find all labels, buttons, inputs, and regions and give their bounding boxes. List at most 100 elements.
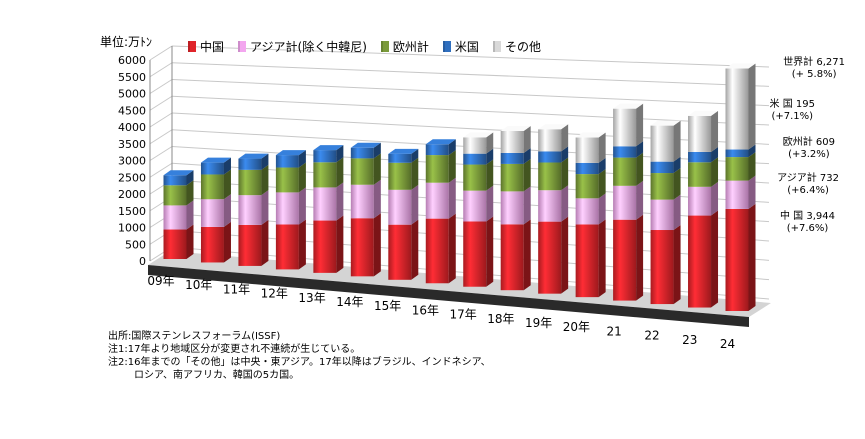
bar-segment-side — [261, 164, 269, 196]
annotation-asia-label: アジア計 732 — [777, 173, 839, 184]
bar-segment — [238, 195, 262, 225]
bar-segment-side — [336, 157, 344, 188]
y-tick-label: 6000 — [118, 54, 146, 67]
note-1: 注1:17年より地域区分が変更され不連続が生じている。 — [108, 344, 361, 355]
legend-label-other: その他 — [504, 40, 541, 54]
gridline — [171, 45, 770, 68]
bar-segment-side — [673, 156, 681, 174]
legend-item-europe: 欧州計 — [380, 38, 429, 55]
bar-segment-side — [523, 147, 531, 164]
legend-label-europe: 欧州計 — [392, 40, 429, 54]
bar-segment-side — [223, 221, 231, 263]
bar-segment-side — [448, 213, 456, 284]
y-tick-label: 4500 — [118, 104, 146, 117]
y-tick-label: 5000 — [118, 88, 146, 101]
bar-segment — [688, 186, 712, 216]
bar-segment-side — [598, 219, 606, 298]
note-2b: ロシア、南アフリカ、韓国の5カ国。 — [134, 370, 300, 381]
y-tick-label: 500 — [125, 238, 146, 251]
bar-segment-side — [711, 181, 719, 216]
annotation-us-change: (+7.1%) — [771, 111, 814, 122]
bar-top — [650, 120, 681, 126]
bar-segment — [575, 174, 599, 199]
bar-segment — [500, 130, 524, 153]
bar-segment — [463, 221, 487, 287]
annotation-asia-change: (+6.4%) — [787, 185, 829, 196]
bar-segment-side — [373, 153, 381, 185]
bar-segment-side — [711, 157, 719, 187]
bar-segment-side — [298, 162, 306, 193]
bar-segment — [388, 153, 412, 163]
y-tick-label: 1000 — [118, 222, 146, 235]
bar-segment — [575, 137, 599, 163]
bar-segment-side — [598, 132, 606, 163]
bar-segment-side — [636, 152, 644, 186]
bar-segment-side — [186, 170, 194, 186]
bar-top — [463, 132, 494, 138]
legend-swatch-asia — [238, 41, 247, 52]
gridline-side — [149, 129, 173, 145]
bar-segment-side — [636, 214, 644, 301]
bar-segment — [313, 187, 337, 221]
bar-segment-side — [711, 146, 719, 163]
bar-segment — [725, 68, 749, 150]
bar-segment-side — [711, 210, 719, 308]
bar-top — [613, 103, 644, 109]
bar-segment-side — [261, 219, 269, 266]
bar-segment-side — [411, 184, 419, 225]
x-tick-label: 20年 — [563, 320, 590, 334]
bar-segment — [500, 152, 524, 164]
bar-segment-side — [411, 219, 419, 280]
bar-segment-side — [298, 150, 306, 168]
bar-segment — [238, 158, 262, 170]
bar-segment — [388, 224, 412, 280]
legend-swatch-us — [442, 41, 451, 52]
bar-segment-side — [561, 146, 569, 163]
bar-segment-side — [223, 194, 231, 227]
bar-layer — [163, 63, 756, 311]
bar-top — [575, 132, 606, 138]
bar-segment-side — [448, 150, 456, 183]
bar-segment — [650, 173, 674, 200]
floor-front — [148, 265, 749, 327]
bar-segment — [538, 162, 562, 191]
bar-segment-side — [748, 152, 756, 181]
annotation-us: 米 国 195 (+7.1%) — [770, 99, 815, 123]
gridline-side — [149, 79, 173, 94]
bar-segment — [163, 175, 187, 186]
bar-segment-side — [636, 141, 644, 158]
x-tick-label: 19年 — [525, 316, 552, 330]
x-tick-label: 13年 — [298, 291, 325, 305]
gridline-side — [149, 45, 173, 61]
annotation-china: 中 国 3,944 (+7.6%) — [780, 211, 835, 235]
bar-segment — [575, 198, 599, 225]
bar-segment — [425, 182, 449, 219]
bar-top — [275, 150, 306, 156]
bar-segment-side — [223, 169, 231, 200]
bar-segment — [650, 125, 674, 162]
bar-segment-side — [298, 187, 306, 225]
bar-segment — [500, 163, 524, 192]
bar-segment — [163, 229, 187, 259]
bar-segment-side — [523, 125, 531, 153]
x-tick-label: 16年 — [412, 303, 439, 317]
bar-segment — [688, 151, 712, 163]
bar-segment — [200, 162, 224, 175]
bar-segment-side — [598, 193, 606, 225]
bar-segment-side — [561, 124, 569, 152]
bar-segment — [650, 199, 674, 231]
bar-segment-side — [486, 148, 494, 165]
gridline — [171, 95, 770, 126]
bar-segment — [425, 218, 449, 284]
legend: 中国 アジア計(除く中韓尼) 欧州計 米国 その他 — [188, 38, 541, 55]
y-tick-label: 1500 — [118, 205, 146, 218]
x-tick-label: 18年 — [487, 312, 514, 326]
bar-segment — [275, 224, 299, 270]
bar-segment-side — [373, 142, 381, 159]
gridline — [171, 62, 770, 87]
bar-segment — [613, 146, 637, 158]
bar-segment-side — [486, 216, 494, 287]
y-tick-label: 5500 — [118, 71, 146, 84]
bar-segment — [688, 162, 712, 187]
legend-item-other: その他 — [492, 38, 541, 55]
